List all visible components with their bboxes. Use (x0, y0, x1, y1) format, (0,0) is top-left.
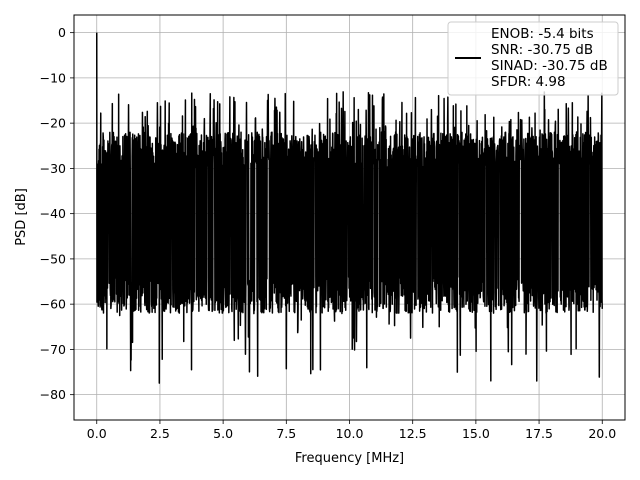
y-tick-label: −20 (40, 116, 66, 131)
y-tick-label: −30 (40, 161, 66, 176)
legend-sinad: SINAD: -30.75 dB (491, 58, 608, 74)
y-tick-label: −80 (40, 387, 66, 402)
y-tick-label: −60 (40, 297, 66, 312)
x-tick-label: 12.5 (399, 426, 427, 441)
x-tick-label: 17.5 (525, 426, 553, 441)
legend-enob: ENOB: -5.4 bits (491, 26, 594, 42)
y-tick-label: −70 (40, 342, 66, 357)
legend-sfdr: SFDR: 4.98 (491, 74, 566, 90)
legend: ENOB: -5.4 bits SNR: -30.75 dB SINAD: -3… (447, 21, 619, 96)
y-tick-label: −50 (40, 251, 66, 266)
x-axis-ticks: 0.0 2.5 5.0 7.5 10.0 12.5 15.0 17.5 20.0 (87, 420, 616, 441)
y-axis-ticks: 0 −10 −20 −30 −40 −50 −60 −70 −80 (40, 25, 74, 402)
psd-line (96, 32, 603, 384)
y-tick-label: 0 (58, 25, 66, 40)
x-tick-label: 7.5 (276, 426, 296, 441)
x-tick-label: 15.0 (462, 426, 490, 441)
legend-snr: SNR: -30.75 dB (491, 42, 593, 58)
x-axis-label: Frequency [MHz] (295, 451, 404, 466)
y-tick-label: −40 (40, 206, 66, 221)
x-tick-label: 20.0 (588, 426, 616, 441)
x-tick-label: 10.0 (336, 426, 364, 441)
x-tick-label: 2.5 (150, 426, 170, 441)
y-tick-label: −10 (40, 70, 66, 85)
legend-box (447, 21, 619, 96)
x-tick-label: 5.0 (213, 426, 233, 441)
x-tick-label: 0.0 (87, 426, 107, 441)
psd-series (96, 32, 603, 384)
y-axis-label: PSD [dB] (14, 188, 29, 246)
